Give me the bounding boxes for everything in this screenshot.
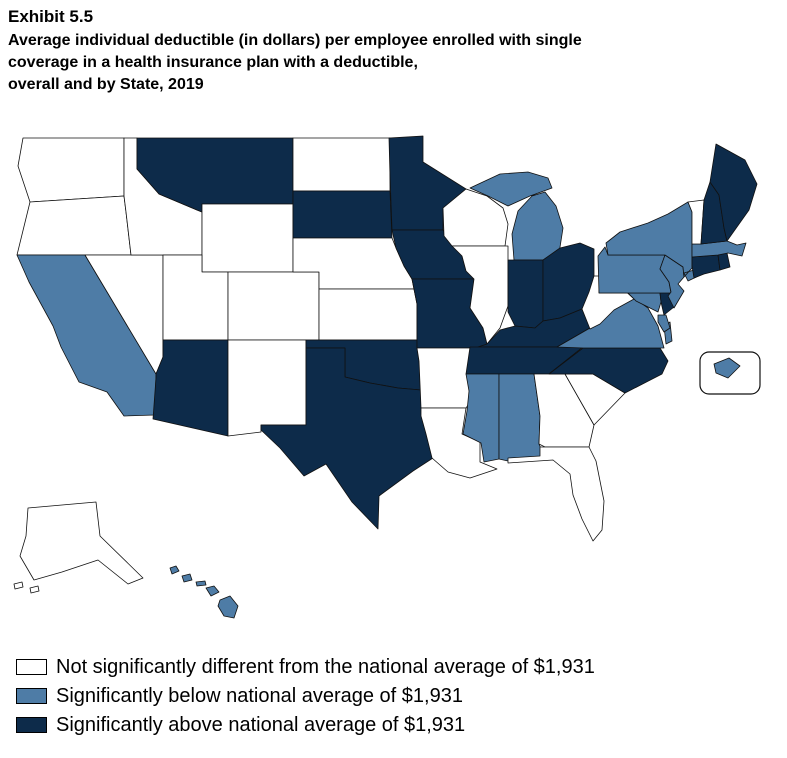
state-DC bbox=[713, 357, 741, 379]
legend-swatch-not-different bbox=[16, 659, 47, 675]
state-WI bbox=[442, 188, 509, 247]
state-CT bbox=[691, 254, 721, 279]
title-block: Exhibit 5.5 Average individual deductibl… bbox=[8, 7, 779, 96]
title-line-3: overall and by State, 2019 bbox=[8, 76, 204, 94]
state-SD bbox=[292, 190, 393, 239]
state-RI bbox=[717, 252, 731, 271]
state-NM bbox=[227, 339, 307, 437]
state-WA bbox=[17, 137, 125, 203]
legend-label-above: Significantly above national average of … bbox=[56, 714, 466, 736]
state-WY bbox=[201, 203, 294, 273]
state-IN bbox=[507, 259, 544, 329]
state-ND bbox=[292, 137, 391, 192]
us-choropleth-map bbox=[0, 116, 787, 636]
state-KS bbox=[318, 288, 418, 341]
state-OR bbox=[16, 195, 132, 256]
map-svg bbox=[13, 135, 761, 619]
legend-row-not-different: Not significantly different from the nat… bbox=[16, 656, 595, 678]
exhibit-number: Exhibit 5.5 bbox=[8, 7, 94, 26]
title-line-1: Average individual deductible (in dollar… bbox=[8, 32, 582, 49]
legend-row-above: Significantly above national average of … bbox=[16, 714, 595, 736]
legend-swatch-below bbox=[16, 688, 47, 704]
state-HI bbox=[169, 565, 239, 619]
legend-label-below: Significantly below national average of … bbox=[56, 685, 463, 707]
state-CO bbox=[227, 271, 320, 341]
legend: Not significantly different from the nat… bbox=[16, 656, 595, 743]
title-line-2: coverage in a health insurance plan with… bbox=[8, 54, 418, 72]
state-MI bbox=[469, 171, 564, 261]
state-TX bbox=[260, 347, 434, 530]
legend-row-below: Significantly below national average of … bbox=[16, 685, 595, 707]
states-layer bbox=[13, 135, 758, 619]
state-VT bbox=[687, 199, 705, 245]
state-AZ bbox=[152, 339, 229, 437]
state-NC bbox=[548, 347, 669, 394]
legend-label-not-different: Not significantly different from the nat… bbox=[56, 656, 595, 678]
state-AK bbox=[13, 501, 144, 594]
state-ME bbox=[709, 143, 758, 242]
state-FL bbox=[507, 446, 605, 542]
legend-swatch-above bbox=[16, 717, 47, 733]
state-LA bbox=[420, 407, 498, 479]
